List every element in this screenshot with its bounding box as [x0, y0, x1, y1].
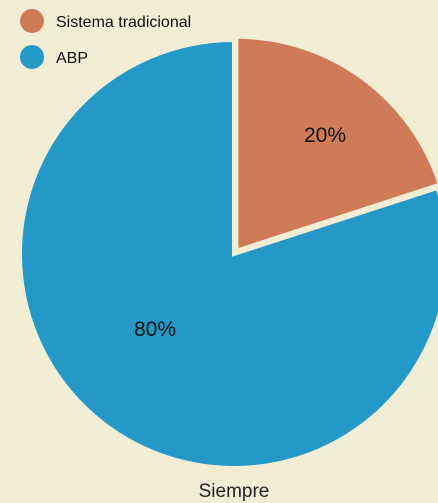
slice-label-sistema-tradicional: 20% — [304, 124, 346, 147]
pie-slice-abp — [18, 37, 438, 470]
category-label: Siempre — [199, 481, 270, 502]
legend-swatch-sistema-tradicional — [20, 9, 44, 33]
pie-slice-sistema-tradicional — [234, 34, 438, 254]
slice-label-abp: 80% — [134, 318, 176, 341]
legend-label-abp: ABP — [56, 50, 88, 67]
legend-label-sistema-tradicional: Sistema tradicional — [56, 14, 191, 31]
legend: Sistema tradicional ABP — [20, 9, 191, 69]
slices-layer — [18, 34, 438, 470]
legend-swatch-abp — [20, 45, 44, 69]
